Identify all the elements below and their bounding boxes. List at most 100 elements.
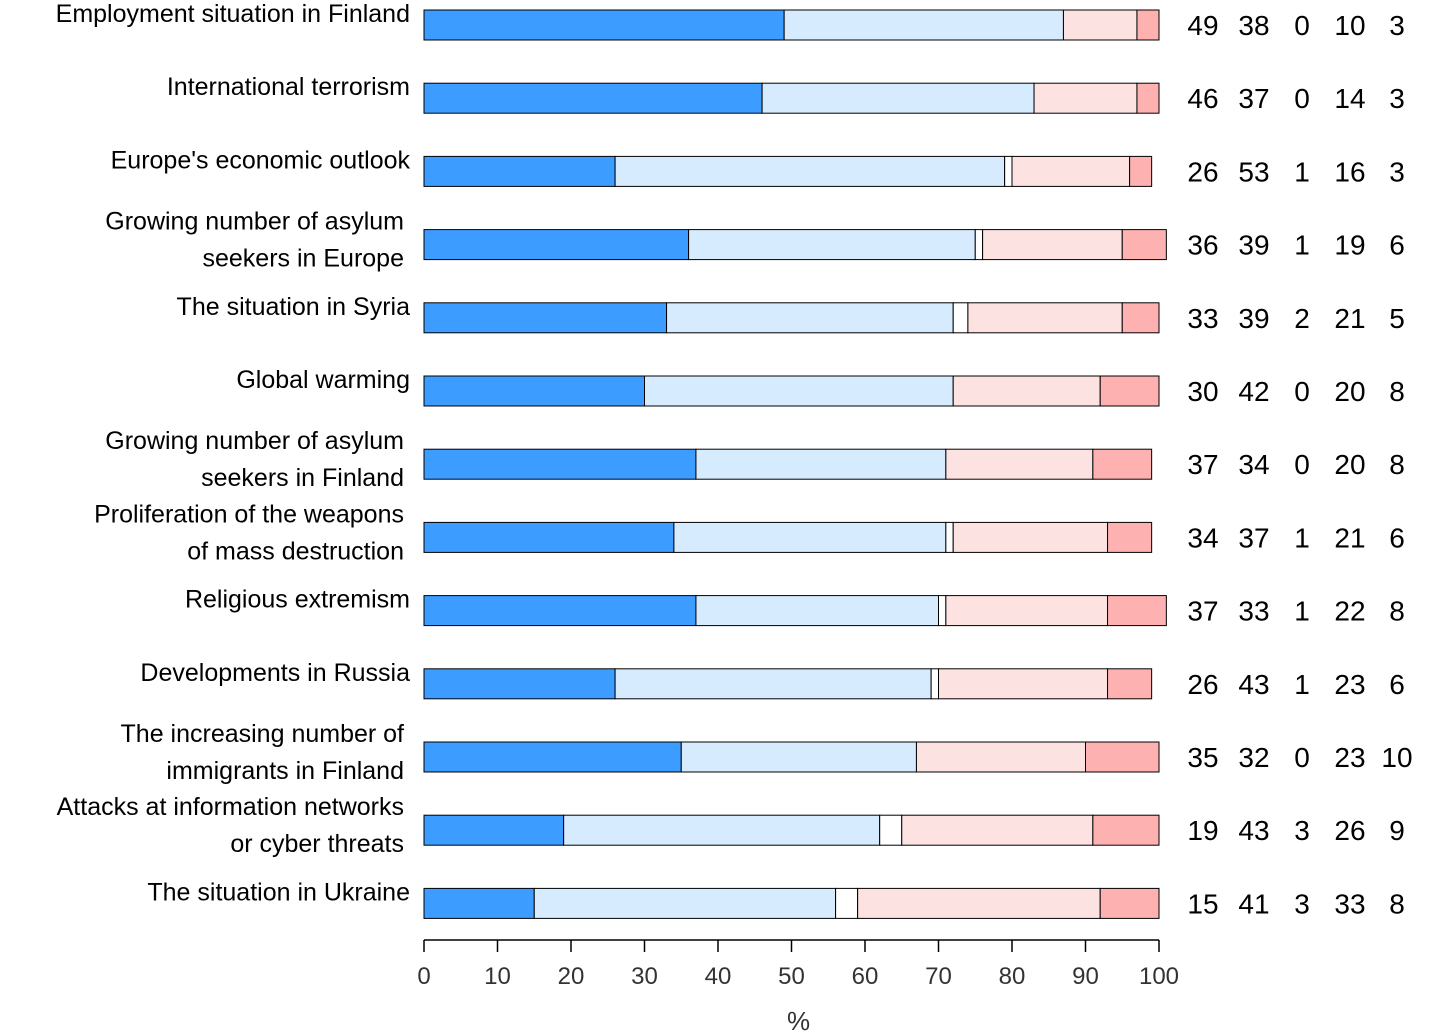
bar-segment <box>1121 302 1160 334</box>
value-labels: 49 38 0 10 346 37 0 14 326 53 1 16 336 39 1 19 633 39 2 21 5… <box>1187 10 1412 919</box>
bar-segment <box>423 229 690 261</box>
value-label: 21 <box>1334 303 1365 334</box>
x-tick-label: 20 <box>558 963 585 990</box>
value-label: 42 <box>1238 376 1269 407</box>
category-label: Europe's economic outlook <box>111 146 411 174</box>
value-label: 39 <box>1238 230 1269 261</box>
category-labels: Employment situation in Finland Internati… <box>56 0 411 906</box>
value-label: 46 <box>1187 83 1218 114</box>
x-tick-label: 80 <box>999 963 1026 990</box>
bar-segment <box>1062 9 1138 41</box>
bar-segment <box>1099 887 1160 919</box>
category-label: Employment situation in Finland <box>56 0 410 28</box>
category-label: The situation in Syria <box>177 293 411 321</box>
value-label: 41 <box>1238 888 1269 919</box>
value-label: 39 <box>1238 303 1269 334</box>
value-label: 3 <box>1389 156 1405 187</box>
bar-segment <box>952 521 1109 553</box>
x-tick-label: 90 <box>1072 963 1099 990</box>
value-label: 23 <box>1334 669 1365 700</box>
x-axis-title: % <box>787 1006 810 1036</box>
bar-segment <box>835 887 859 919</box>
value-label: 0 <box>1294 83 1310 114</box>
bar-segment <box>423 595 697 627</box>
value-label: 3 <box>1294 815 1310 846</box>
value-label: 38 <box>1238 10 1269 41</box>
value-label: 6 <box>1389 669 1405 700</box>
value-label: 10 <box>1381 742 1412 773</box>
bar-segment <box>1011 155 1131 187</box>
value-label: 14 <box>1334 83 1365 114</box>
value-label: 26 <box>1187 669 1218 700</box>
bars-layer <box>423 9 1167 919</box>
bar-segment <box>423 302 668 334</box>
bar-segment <box>423 521 675 553</box>
x-tick-label: 60 <box>852 963 879 990</box>
value-label: 1 <box>1294 156 1310 187</box>
value-label: 8 <box>1389 888 1405 919</box>
value-label: 2 <box>1294 303 1310 334</box>
bar-segment <box>1092 448 1153 480</box>
value-label: 37 <box>1187 449 1218 480</box>
value-label: 36 <box>1187 230 1218 261</box>
bar-segment <box>1099 375 1160 407</box>
value-label: 37 <box>1238 83 1269 114</box>
value-label: 43 <box>1238 669 1269 700</box>
category-label: International terrorism <box>167 73 410 101</box>
value-label: 33 <box>1334 888 1365 919</box>
value-label: 0 <box>1294 742 1310 773</box>
bar-segment <box>938 668 1109 700</box>
bar-segment <box>1107 668 1153 700</box>
value-label: 5 <box>1389 303 1405 334</box>
bar-segment <box>1092 814 1160 846</box>
bar-segment <box>1107 521 1153 553</box>
category-label: Religious extremism <box>185 586 410 614</box>
bar-segment <box>533 887 837 919</box>
bar-segment <box>423 9 785 41</box>
value-label: 35 <box>1187 742 1218 773</box>
bar-segment <box>673 521 947 553</box>
bar-segment <box>857 887 1101 919</box>
bar-segment <box>945 521 954 553</box>
bar-segment <box>945 448 1094 480</box>
value-label: 15 <box>1187 888 1218 919</box>
bar-segment <box>974 229 984 261</box>
bar-segment <box>423 448 697 480</box>
bar-segment <box>952 375 1101 407</box>
value-label: 3 <box>1294 888 1310 919</box>
value-label: 20 <box>1334 376 1365 407</box>
bar-segment <box>563 814 881 846</box>
bar-segment <box>423 814 565 846</box>
bar-segment <box>423 668 616 700</box>
bar-segment <box>915 741 1087 773</box>
value-label: 21 <box>1334 522 1365 553</box>
value-label: 26 <box>1187 156 1218 187</box>
x-tick-label: 0 <box>417 963 430 990</box>
bar-segment <box>982 229 1123 261</box>
value-label: 8 <box>1389 449 1405 480</box>
bar-segment <box>945 595 1109 627</box>
category-label: The increasing number of immigrants in Fi… <box>121 720 405 785</box>
value-label: 1 <box>1294 230 1310 261</box>
bar-segment <box>879 814 903 846</box>
value-label: 33 <box>1238 596 1269 627</box>
category-label: Attacks at information networks or cyber … <box>57 793 404 858</box>
value-label: 37 <box>1238 522 1269 553</box>
value-label: 6 <box>1389 230 1405 261</box>
bar-segment <box>614 668 932 700</box>
value-label: 23 <box>1334 742 1365 773</box>
bar-segment <box>1136 82 1160 114</box>
value-label: 8 <box>1389 376 1405 407</box>
bar-segment <box>644 375 954 407</box>
bar-segment <box>930 668 940 700</box>
value-label: 33 <box>1187 303 1218 334</box>
value-label: 9 <box>1389 815 1405 846</box>
value-label: 8 <box>1389 596 1405 627</box>
value-label: 1 <box>1294 522 1310 553</box>
bar-segment <box>688 229 976 261</box>
category-label: Proliferation of the weapons of mass dest… <box>94 500 404 565</box>
value-label: 20 <box>1334 449 1365 480</box>
bar-segment <box>423 375 645 407</box>
bar-segment <box>952 302 969 334</box>
